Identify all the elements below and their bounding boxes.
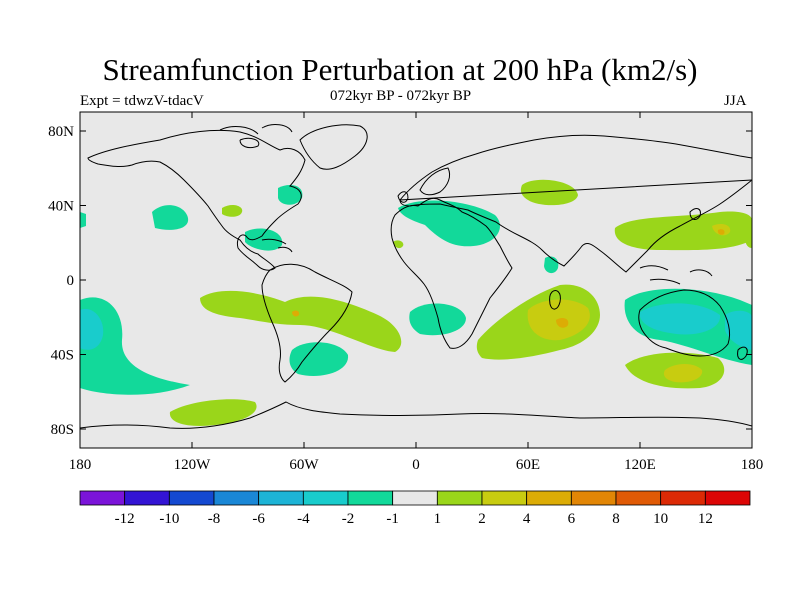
colorbar-swatch (660, 490, 706, 506)
lon-tick-label: 60E (516, 457, 540, 473)
colorbar-swatch (481, 490, 528, 506)
colorbar-label: 4 (523, 511, 531, 527)
anomaly-region (398, 200, 500, 247)
season-label: JJA (724, 93, 747, 109)
anomaly-region (152, 205, 189, 230)
colorbar-label: -12 (115, 511, 135, 527)
anomaly-region (292, 310, 300, 317)
anomaly-region (663, 364, 703, 383)
colorbar-swatch (258, 490, 304, 506)
colorbar-swatch (79, 490, 126, 506)
anomaly-region (614, 211, 752, 251)
coastline-scandinavia (419, 167, 451, 196)
shaded-fields (80, 179, 752, 426)
coastline-madagascar (549, 289, 561, 310)
coastline-europe-africa (390, 197, 513, 349)
colorbar-label: -2 (342, 511, 355, 527)
coastline-caribbean (261, 238, 293, 253)
colorbar-swatch (168, 490, 215, 506)
anomaly-region (717, 229, 725, 235)
colorbar-swatch (526, 490, 572, 506)
coastline-eurasia (399, 134, 752, 273)
anomaly-region (80, 212, 86, 228)
coastline-greenland (299, 124, 368, 170)
colorbar-label: -6 (252, 511, 265, 527)
colorbar-label: 10 (653, 511, 668, 527)
coastline-south-america (261, 263, 353, 383)
anomaly-region (200, 290, 402, 352)
map-title: Streamfunction Perturbation at 200 hPa (… (102, 52, 698, 87)
colorbar-label: -8 (208, 511, 221, 527)
lat-tick-label: 40S (51, 348, 74, 364)
coastline-uk (397, 191, 409, 203)
coastlines (80, 124, 752, 429)
colorbar-label: 6 (568, 511, 576, 527)
lon-tick-label: 60W (289, 457, 319, 473)
coastline-north-america (87, 129, 306, 271)
colorbar-label: 12 (698, 511, 713, 527)
coastline-australia (638, 289, 731, 357)
lon-tick-label: 180 (69, 457, 92, 473)
anomaly-region (556, 317, 569, 328)
anomaly-region (393, 240, 404, 249)
lat-tick-label: 80N (48, 124, 74, 140)
colorbar-label: 8 (612, 511, 620, 527)
colorbar-swatch (704, 490, 751, 506)
colorbar-swatch (392, 490, 438, 506)
lon-tick-label: 120E (624, 457, 656, 473)
coastline-antarctica (80, 401, 752, 429)
colorbar-label: -4 (297, 511, 310, 527)
coastline-japan (689, 208, 701, 220)
colorbar-swatch (213, 490, 260, 506)
coastline-new-zealand (737, 346, 748, 360)
anomaly-region (80, 308, 104, 350)
lat-tick-label: 80S (51, 422, 74, 438)
colorbar-swatch (615, 490, 662, 506)
colorbar-label: 1 (434, 511, 442, 527)
colorbar-swatch (570, 490, 617, 506)
experiment-label: Expt = tdwzV-tdacV (80, 93, 204, 109)
period-label: 072kyr BP - 072kyr BP (330, 88, 472, 104)
anomaly-region (80, 297, 190, 395)
anomaly-region (278, 185, 303, 205)
anomaly-region (409, 303, 466, 336)
colorbar-swatch (436, 490, 483, 506)
anomaly-region (639, 303, 721, 335)
anomaly-region (745, 237, 752, 248)
colorbar-label: -10 (159, 511, 179, 527)
colorbar-swatch (347, 490, 394, 506)
colorbar-swatch (124, 490, 170, 506)
colorbar-label: 2 (478, 511, 486, 527)
colorbar: -12 -10 -8 -6 -4 -2 -1 1 2 4 6 8 10 12 (79, 490, 751, 527)
coastline-arctic-islands (219, 124, 293, 149)
anomaly-region (725, 310, 752, 350)
anomaly-region (289, 342, 349, 376)
lon-tick-label: 180 (741, 457, 764, 473)
anomaly-region (222, 205, 243, 217)
lon-tick-label: 0 (412, 457, 420, 473)
lat-tick-label: 40N (48, 199, 74, 215)
anomaly-region (520, 179, 578, 206)
lon-tick-label: 120W (174, 457, 212, 473)
lat-tick-label: 0 (67, 273, 75, 289)
coastline-indonesia (639, 265, 713, 285)
anomaly-region (169, 399, 257, 426)
colorbar-swatch (302, 490, 349, 506)
anomaly-region (544, 256, 559, 274)
map-background (80, 112, 752, 448)
colorbar-label: -1 (386, 511, 399, 527)
